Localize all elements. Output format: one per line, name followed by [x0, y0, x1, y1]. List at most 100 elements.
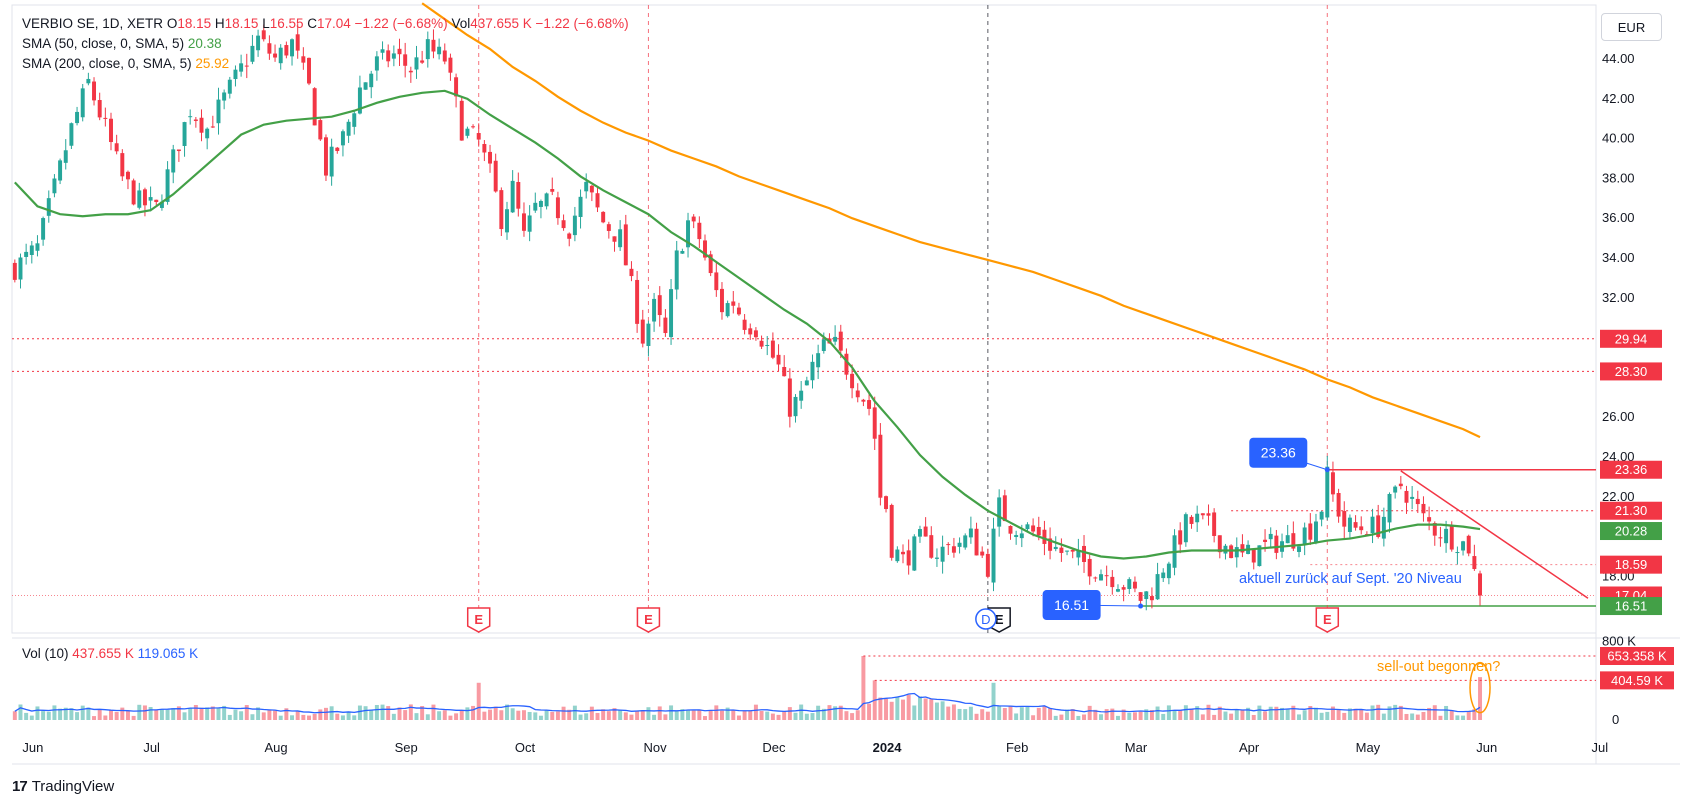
candle-body — [725, 303, 730, 317]
volume-bar — [1370, 705, 1375, 720]
volume-bar — [1285, 709, 1290, 720]
volume-bar — [833, 706, 838, 720]
candle-body — [917, 529, 922, 537]
symbol-title[interactable]: VERBIO SE, 1D, XETR — [22, 16, 164, 31]
candle-body — [120, 153, 125, 177]
candle-body — [29, 245, 34, 255]
candle-body — [753, 330, 758, 338]
brand-name: TradingView — [31, 778, 115, 795]
candle-body — [437, 46, 442, 55]
candle-body — [1008, 525, 1013, 534]
candle-body — [210, 126, 215, 128]
low-label: L — [262, 16, 270, 31]
volume-bar — [369, 709, 374, 720]
candle-body — [335, 147, 340, 152]
candle-body — [493, 160, 498, 192]
candle-body — [1115, 589, 1120, 592]
volume-bar — [838, 705, 843, 720]
volume-bar — [1263, 711, 1268, 720]
time-tick-label: Aug — [265, 740, 288, 755]
volume-bar — [1432, 705, 1437, 720]
sma200-row[interactable]: SMA (200, close, 0, SMA, 5) 25.92 — [22, 54, 629, 74]
volume-bar — [674, 711, 679, 720]
candle-body — [63, 150, 68, 163]
price-tick-label: 32.00 — [1602, 290, 1635, 305]
candle-body — [980, 551, 985, 556]
volume-bar — [493, 706, 498, 720]
volume-bar — [612, 708, 617, 720]
niveau-annotation[interactable]: aktuell zurück auf Sept. '20 Niveau — [1239, 571, 1462, 587]
candle-body — [1285, 535, 1290, 544]
volume-bar — [1421, 711, 1426, 720]
price-tick-label: 26.00 — [1602, 409, 1635, 424]
volume-bar — [488, 709, 493, 720]
volume-bar — [510, 708, 515, 720]
volume-bar — [176, 706, 181, 720]
volume-bar — [1478, 677, 1483, 720]
candle-body — [148, 197, 153, 201]
high-label: H — [214, 16, 225, 31]
volume-bar — [629, 714, 634, 720]
volume-bar — [131, 715, 136, 720]
candle-body — [92, 81, 97, 101]
volume-bar — [1246, 707, 1251, 720]
candle-body — [52, 178, 57, 194]
sellout-annotation[interactable]: sell-out begonnen? — [1377, 659, 1501, 675]
candle-body — [1110, 576, 1115, 588]
candle-body — [1195, 513, 1200, 523]
price-label-text: 20.28 — [1615, 524, 1648, 539]
volume-bar — [799, 704, 804, 720]
volume-legend-ma: 119.065 K — [137, 646, 199, 661]
volume-bar — [1110, 708, 1115, 720]
volume-legend[interactable]: Vol (10) 437.655 K 119.065 K — [22, 646, 198, 661]
volume-bar — [1410, 713, 1415, 720]
volume-bar — [29, 715, 34, 720]
price-tick-label: 42.00 — [1602, 91, 1635, 106]
price-label-box — [1600, 460, 1662, 479]
volume-bar — [1104, 709, 1109, 720]
candle-body — [1189, 516, 1194, 524]
volume-legend-value: 437.655 K — [72, 646, 134, 661]
candle-body — [488, 151, 493, 164]
candle-body — [97, 100, 102, 118]
volume-bar — [646, 707, 651, 720]
candle-body — [159, 201, 164, 208]
volume-bar — [374, 704, 379, 720]
volume-bar — [1251, 714, 1256, 720]
volume-bar — [1234, 709, 1239, 720]
volume-bar — [295, 710, 300, 720]
currency-button[interactable]: EUR — [1601, 13, 1662, 41]
price-tick-label: 36.00 — [1602, 210, 1635, 225]
candle-body — [357, 87, 362, 114]
tradingview-brand[interactable]: 17 TradingView — [12, 778, 114, 795]
candle-body — [804, 380, 809, 386]
candle-body — [1093, 577, 1098, 579]
candle-body — [142, 189, 147, 206]
candle-body — [719, 288, 724, 313]
price-pane — [11, 4, 1597, 634]
candle-body — [1449, 526, 1454, 550]
volume-bar — [708, 710, 713, 720]
price-tick-label: 24.00 — [1602, 449, 1635, 464]
volume-bar — [80, 705, 85, 720]
sma50-row[interactable]: SMA (50, close, 0, SMA, 5) 20.38 — [22, 34, 629, 54]
volume-bar — [759, 710, 764, 720]
volume-bar — [1002, 708, 1007, 720]
candle-body — [352, 113, 357, 127]
volume-bar — [544, 710, 549, 720]
volume-bar — [1189, 708, 1194, 720]
time-tick-label: Dec — [762, 740, 786, 755]
volume-bar — [923, 698, 928, 720]
volume-bar — [929, 699, 934, 720]
volume-bar — [663, 714, 668, 720]
sma50-value: 20.38 — [187, 36, 222, 51]
change-value: −1.22 (−6.68%) — [354, 16, 448, 31]
volume-bar — [58, 708, 63, 720]
volume-bar — [1065, 709, 1070, 720]
volume-bar — [278, 715, 283, 720]
volume-bar — [1161, 713, 1166, 720]
volume-bar — [589, 706, 594, 720]
volume-bar — [1082, 714, 1087, 720]
volume-bar — [244, 705, 249, 720]
